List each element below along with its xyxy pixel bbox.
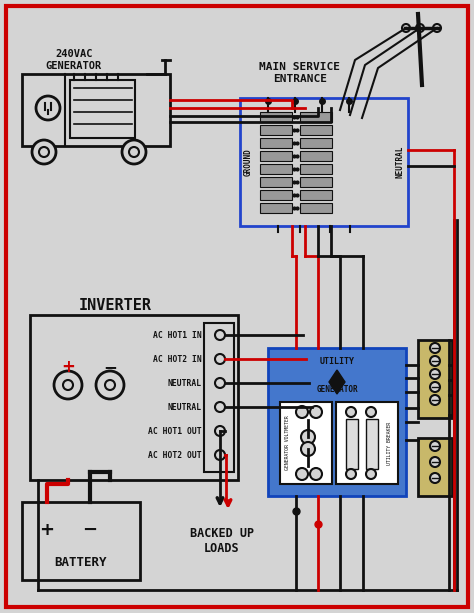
FancyBboxPatch shape [260,177,292,187]
Text: GROUND: GROUND [244,148,253,176]
Circle shape [63,380,73,390]
FancyBboxPatch shape [268,348,406,496]
Circle shape [366,407,376,417]
Circle shape [32,140,56,164]
FancyBboxPatch shape [346,419,358,469]
FancyBboxPatch shape [260,164,292,174]
FancyBboxPatch shape [336,402,398,484]
Circle shape [96,371,124,399]
Circle shape [54,371,82,399]
FancyBboxPatch shape [300,112,332,122]
Circle shape [430,382,440,392]
Circle shape [430,395,440,405]
Text: −: − [82,521,98,539]
FancyBboxPatch shape [70,80,135,138]
Circle shape [402,24,410,32]
Circle shape [301,442,315,456]
FancyBboxPatch shape [240,98,408,226]
Circle shape [346,469,356,479]
Text: UTILITY BREAKER: UTILITY BREAKER [388,422,392,465]
Circle shape [430,369,440,379]
Circle shape [301,430,315,444]
Text: AC HOT1 IN: AC HOT1 IN [153,330,202,340]
Text: INVERTER: INVERTER [79,297,152,313]
FancyBboxPatch shape [204,323,234,472]
FancyBboxPatch shape [300,190,332,200]
FancyBboxPatch shape [22,502,140,580]
Text: NEUTRAL: NEUTRAL [168,378,202,387]
Text: AC HOT2 OUT: AC HOT2 OUT [148,451,202,460]
Circle shape [430,441,440,451]
FancyBboxPatch shape [30,315,238,480]
Text: MAIN SERVICE
ENTRANCE: MAIN SERVICE ENTRANCE [259,63,340,84]
Text: GENERATOR VOLTMETER: GENERATOR VOLTMETER [285,416,291,470]
FancyBboxPatch shape [260,112,292,122]
FancyBboxPatch shape [260,190,292,200]
FancyBboxPatch shape [300,151,332,161]
FancyBboxPatch shape [280,402,332,484]
Text: NEUTRAL: NEUTRAL [395,146,404,178]
FancyBboxPatch shape [300,138,332,148]
Circle shape [215,402,225,412]
Circle shape [36,96,60,120]
Text: +: + [39,521,55,539]
Text: BACKED UP
LOADS: BACKED UP LOADS [190,527,254,555]
Circle shape [39,147,49,157]
Text: 240VAC
GENERATOR: 240VAC GENERATOR [46,49,102,70]
Text: GENERATOR: GENERATOR [316,386,358,395]
Circle shape [105,380,115,390]
Circle shape [430,343,440,353]
Circle shape [430,356,440,366]
Text: −: − [103,358,117,376]
FancyBboxPatch shape [260,203,292,213]
Polygon shape [329,382,345,394]
Circle shape [215,378,225,388]
FancyBboxPatch shape [418,340,452,418]
Circle shape [430,473,440,483]
Text: AC HOT2 IN: AC HOT2 IN [153,354,202,364]
Circle shape [215,450,225,460]
FancyBboxPatch shape [300,125,332,135]
Circle shape [129,147,139,157]
Circle shape [122,140,146,164]
Text: AC HOT1 OUT: AC HOT1 OUT [148,427,202,435]
FancyBboxPatch shape [260,125,292,135]
Circle shape [430,457,440,467]
Circle shape [296,468,308,480]
FancyBboxPatch shape [260,138,292,148]
Text: +: + [61,358,75,376]
FancyBboxPatch shape [300,203,332,213]
FancyBboxPatch shape [418,438,452,496]
Circle shape [310,468,322,480]
FancyBboxPatch shape [366,419,378,469]
Circle shape [366,469,376,479]
FancyBboxPatch shape [260,151,292,161]
Circle shape [433,24,441,32]
FancyBboxPatch shape [300,164,332,174]
Polygon shape [329,370,345,382]
FancyBboxPatch shape [300,177,332,187]
Circle shape [310,406,322,418]
Circle shape [215,426,225,436]
Circle shape [296,406,308,418]
Circle shape [416,24,424,32]
FancyBboxPatch shape [6,6,468,607]
Circle shape [215,354,225,364]
Text: NEUTRAL: NEUTRAL [168,403,202,411]
FancyBboxPatch shape [22,74,170,146]
Text: BATTERY: BATTERY [55,555,107,568]
Circle shape [346,407,356,417]
Text: UTILITY: UTILITY [319,357,355,367]
Circle shape [215,330,225,340]
